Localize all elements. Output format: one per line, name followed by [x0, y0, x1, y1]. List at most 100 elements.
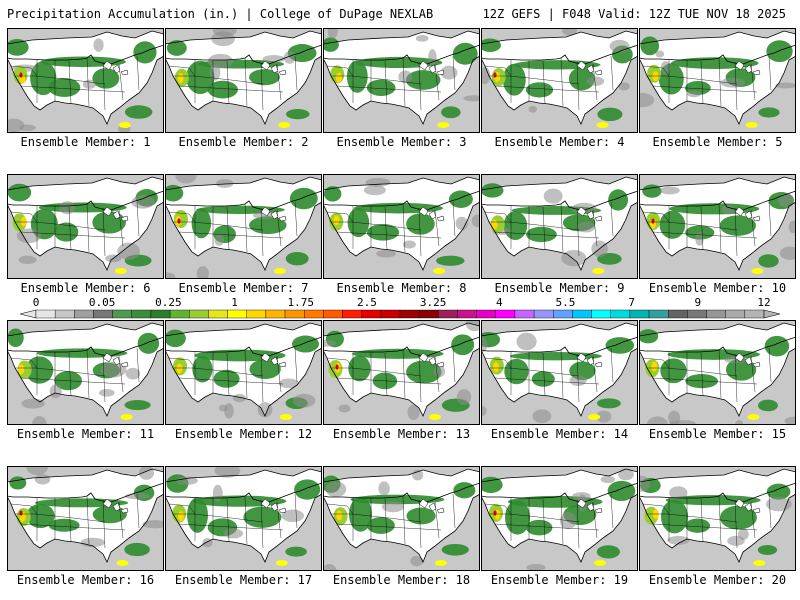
colorbar-segment [112, 309, 132, 319]
state-boundary [494, 231, 600, 239]
precipitation-map [639, 28, 796, 133]
land-area [323, 323, 480, 416]
precip-light-area [214, 234, 224, 246]
state-boundary [102, 61, 106, 111]
precip-area [38, 202, 127, 213]
state-boundary [734, 207, 738, 257]
precip-light-area [655, 50, 665, 58]
precip-light-area [609, 39, 630, 53]
precip-area [659, 210, 686, 239]
national-border [323, 44, 480, 65]
precip-area [441, 106, 461, 119]
colorbar-segment [35, 309, 56, 319]
state-boundary [647, 221, 738, 231]
state-boundary [384, 60, 388, 105]
state-boundary [484, 503, 512, 515]
coastline [481, 468, 638, 563]
land-area [165, 323, 322, 416]
precip-moderate-area [747, 414, 760, 420]
precip-light-area [82, 79, 97, 89]
precip-area [366, 79, 396, 96]
national-border [7, 336, 164, 357]
ensemble-member-label: Ensemble Member: 7 [178, 281, 309, 295]
precip-area [191, 208, 212, 239]
great-lake [112, 356, 121, 366]
great-lake [120, 507, 129, 514]
land-area [481, 31, 638, 124]
state-boundary [452, 201, 456, 237]
great-lake [418, 206, 429, 217]
precipitation-map [481, 466, 638, 571]
coastline [481, 30, 638, 125]
precip-light-area [223, 528, 244, 539]
state-boundary [136, 493, 140, 529]
precip-light-area [778, 193, 795, 208]
colorbar-segment [399, 309, 420, 319]
ensemble-member-label: Ensemble Member: 10 [648, 281, 787, 295]
great-lake [260, 206, 271, 217]
precip-light-area [323, 563, 337, 571]
precip-moderate-area [120, 414, 133, 420]
state-boundary [576, 499, 580, 549]
ensemble-member-label: Ensemble Member: 20 [648, 573, 787, 587]
precip-area [596, 398, 621, 409]
state-boundary [260, 207, 264, 257]
national-border [639, 44, 796, 65]
national-border [639, 336, 796, 357]
state-boundary [294, 493, 298, 529]
precip-max-area [651, 218, 655, 224]
panel-frame [323, 320, 480, 425]
precip-light-area [646, 416, 668, 425]
colorbar-segment [533, 309, 554, 319]
coastline [165, 30, 322, 125]
national-border [165, 44, 322, 65]
state-boundary [610, 201, 614, 237]
state-boundary [642, 65, 670, 77]
precip-area [596, 545, 620, 559]
ensemble-map-panel [7, 28, 164, 133]
panel-frame [639, 28, 796, 133]
colorbar-segment [725, 309, 746, 319]
state-boundary [642, 357, 670, 369]
precip-light-area [586, 76, 605, 86]
state-boundary [168, 357, 196, 369]
great-lake [594, 507, 603, 514]
colorbar-segment [189, 309, 209, 319]
state-boundary [178, 377, 284, 385]
precip-area [92, 68, 120, 89]
precip-light-area [49, 384, 62, 399]
precip-light-area [338, 404, 351, 413]
precip-area [187, 497, 208, 533]
state-boundary [260, 499, 264, 549]
precip-light-area [532, 409, 552, 424]
precipitation-map [7, 320, 164, 425]
great-lake [260, 498, 271, 509]
precip-light-area [784, 416, 796, 425]
ensemble-member-label: Ensemble Member: 18 [332, 573, 471, 587]
precip-light-area [398, 70, 413, 84]
precip-area [719, 215, 756, 236]
state-boundary [489, 367, 580, 377]
state-boundary [326, 357, 354, 369]
precip-area [349, 496, 373, 532]
state-boundary [173, 75, 264, 85]
precip-light-area [481, 405, 487, 416]
precip-light-area [465, 320, 480, 332]
coastline [639, 468, 796, 563]
precip-light-area [323, 339, 337, 347]
precip-area [40, 56, 126, 68]
precip-area [9, 476, 27, 490]
state-boundary [494, 377, 600, 385]
state-boundary [336, 377, 442, 385]
national-border [165, 336, 322, 357]
precip-light-area [687, 90, 701, 98]
great-lake [752, 69, 761, 76]
land-area [165, 31, 322, 124]
great-lake [744, 356, 753, 366]
precip-area [353, 202, 443, 214]
colorbar-tick-label: 9 [694, 296, 702, 309]
precip-heavy-area [652, 71, 659, 82]
great-lake [428, 64, 437, 74]
ensemble-map-panel [323, 28, 480, 133]
state-boundary [542, 498, 546, 543]
